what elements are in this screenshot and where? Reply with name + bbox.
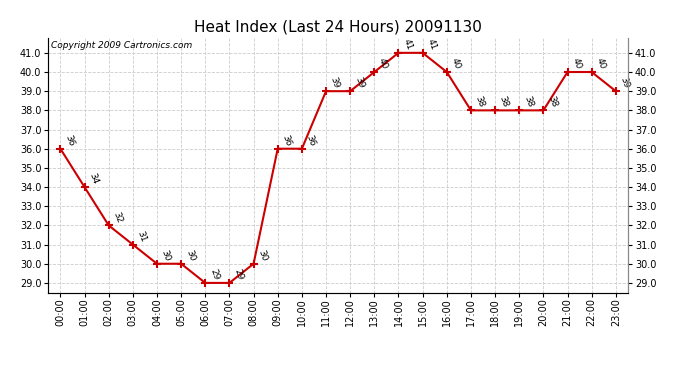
- Text: 30: 30: [160, 249, 172, 262]
- Text: 34: 34: [88, 172, 99, 186]
- Text: 39: 39: [329, 76, 341, 90]
- Text: 39: 39: [353, 76, 365, 90]
- Text: 40: 40: [595, 57, 607, 70]
- Text: 36: 36: [305, 134, 317, 147]
- Text: 38: 38: [546, 95, 558, 109]
- Text: 40: 40: [377, 57, 389, 70]
- Text: 31: 31: [136, 229, 148, 243]
- Text: 29: 29: [233, 268, 244, 282]
- Text: 38: 38: [498, 95, 510, 109]
- Text: 40: 40: [450, 57, 462, 70]
- Text: 36: 36: [63, 134, 75, 147]
- Text: 36: 36: [281, 134, 293, 147]
- Text: Copyright 2009 Cartronics.com: Copyright 2009 Cartronics.com: [51, 41, 193, 50]
- Text: 32: 32: [112, 210, 124, 224]
- Text: 39: 39: [619, 76, 631, 90]
- Text: 41: 41: [426, 38, 437, 51]
- Text: 38: 38: [522, 95, 534, 109]
- Text: 38: 38: [474, 95, 486, 109]
- Text: 41: 41: [402, 38, 413, 51]
- Title: Heat Index (Last 24 Hours) 20091130: Heat Index (Last 24 Hours) 20091130: [194, 20, 482, 35]
- Text: 29: 29: [208, 268, 220, 282]
- Text: 30: 30: [184, 249, 196, 262]
- Text: 40: 40: [571, 57, 582, 70]
- Text: 30: 30: [257, 249, 268, 262]
